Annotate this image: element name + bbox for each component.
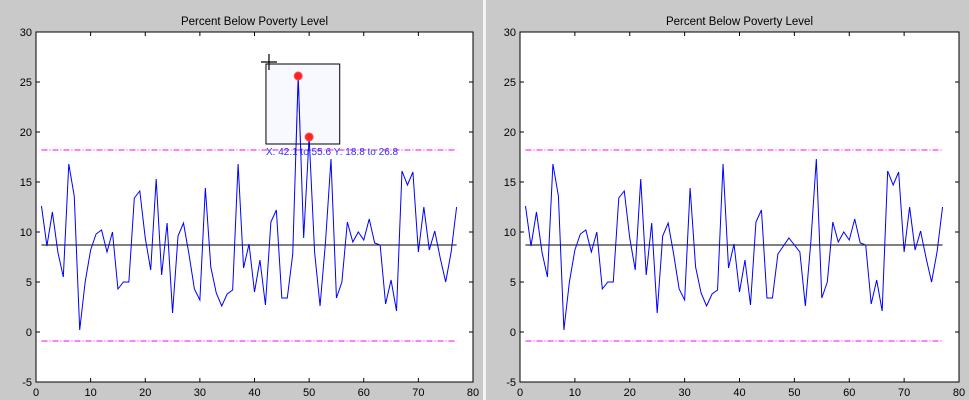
y-tick-label: 0	[26, 327, 32, 339]
x-tick-label: 40	[248, 387, 260, 399]
y-tick-label: 10	[20, 227, 32, 239]
y-tick-label: 20	[20, 127, 32, 139]
y-tick-label: -5	[22, 377, 32, 389]
x-tick-label: 50	[788, 387, 800, 399]
y-tick-label: 15	[20, 177, 32, 189]
x-tick-label: 30	[194, 387, 206, 399]
y-tick-label: 10	[504, 227, 516, 239]
y-tick-label: 5	[26, 277, 32, 289]
x-tick-label: 40	[733, 387, 745, 399]
x-tick-label: 10	[85, 387, 97, 399]
x-tick-label: 60	[358, 387, 370, 399]
plot-area[interactable]	[35, 31, 474, 383]
figure-divider	[483, 0, 486, 400]
x-tick-label: 60	[843, 387, 855, 399]
right-figure-window: Percent Below Poverty Level 0 10 20 30 40 50 60…	[486, 0, 969, 400]
series-line[interactable]	[524, 158, 944, 331]
x-tick-label: 0	[33, 387, 39, 399]
chart-title: Percent Below Poverty Level	[181, 16, 328, 28]
y-tick-label: 15	[504, 177, 516, 189]
plot-area[interactable]	[519, 31, 960, 383]
y-tick-label: 25	[504, 77, 516, 89]
y-tick-label: 0	[510, 327, 516, 339]
highlighted-point[interactable]	[304, 132, 314, 142]
x-tick-label: 80	[953, 387, 965, 399]
x-tick-label: 20	[139, 387, 151, 399]
y-tick-label: 30	[504, 27, 516, 39]
series-line[interactable]	[40, 75, 458, 331]
left-figure-window: Percent Below Poverty Level 0 10 20 30 40 50 60…	[0, 0, 483, 400]
x-tick-label: 10	[569, 387, 581, 399]
y-tick-label: 20	[504, 127, 516, 139]
x-tick-label: 80	[467, 387, 479, 399]
selection-range-label: X: 42.1 to 55.6 Y: 18.8 to 26.8	[266, 147, 399, 158]
x-tick-label: 50	[303, 387, 315, 399]
y-tick-label: -5	[506, 377, 516, 389]
x-tick-label: 20	[624, 387, 636, 399]
highlighted-point[interactable]	[293, 71, 303, 81]
x-tick-label: 0	[517, 387, 523, 399]
x-tick-label: 30	[679, 387, 691, 399]
y-tick-label: 30	[20, 27, 32, 39]
y-tick-label: 5	[510, 277, 516, 289]
x-tick-label: 70	[412, 387, 424, 399]
selection-box[interactable]	[265, 63, 341, 145]
chart-title: Percent Below Poverty Level	[666, 16, 813, 28]
y-tick-label: 25	[20, 77, 32, 89]
x-tick-label: 70	[898, 387, 910, 399]
